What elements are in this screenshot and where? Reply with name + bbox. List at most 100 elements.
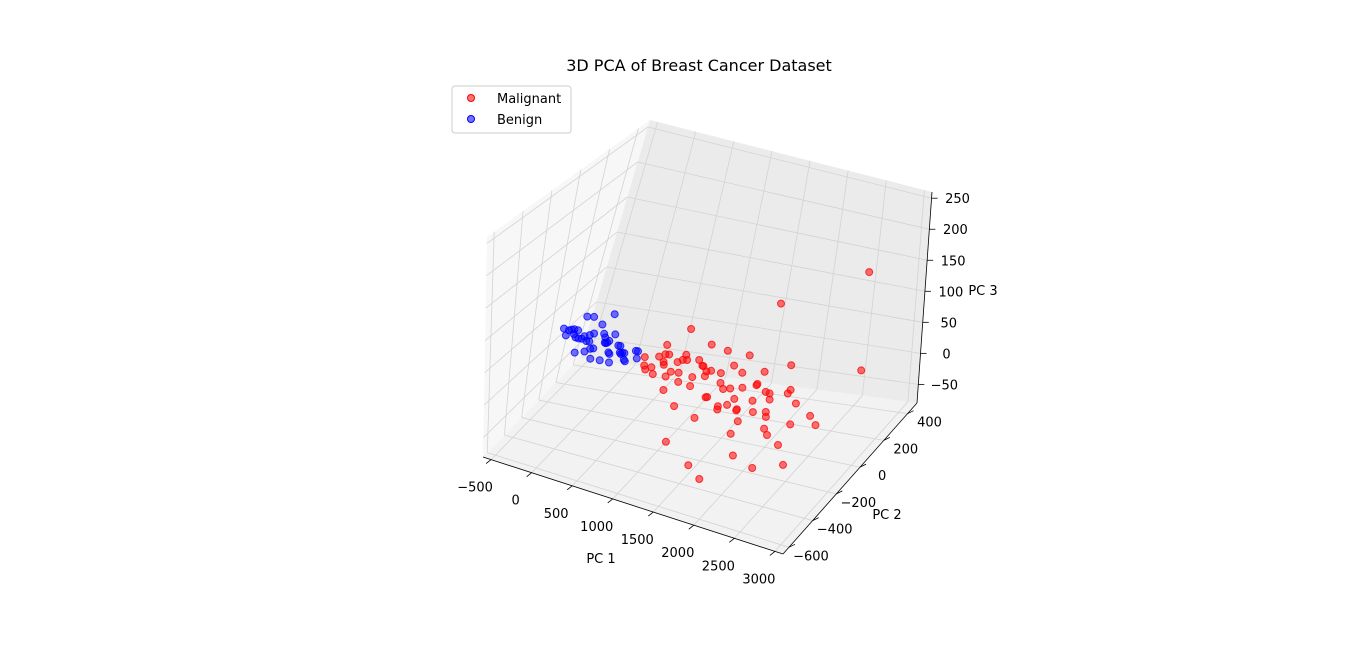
data-point-malignant xyxy=(640,361,649,370)
x-tick-mark xyxy=(729,537,735,543)
legend-box xyxy=(451,85,572,134)
x-tick-label: 500 xyxy=(544,507,569,522)
data-point-malignant xyxy=(730,394,739,403)
z-tick-label: 100 xyxy=(939,285,964,300)
legend: Malignant Benign xyxy=(451,85,572,134)
y-tick-label: −200 xyxy=(841,496,877,511)
data-point-malignant xyxy=(686,382,695,391)
data-point-malignant xyxy=(695,475,704,483)
grid-line-x xyxy=(693,389,818,526)
grid-line-x xyxy=(861,180,887,396)
data-point-malignant xyxy=(786,385,795,394)
data-point-benign xyxy=(605,349,614,358)
z-axis-label: PC 3 xyxy=(968,284,997,299)
data-point-malignant xyxy=(707,340,716,349)
data-point-benign xyxy=(620,349,629,358)
z-tick-label: 250 xyxy=(945,192,970,207)
data-point-malignant xyxy=(659,358,668,366)
data-point-malignant xyxy=(698,361,707,370)
data-point-benign xyxy=(598,320,607,329)
data-point-benign xyxy=(595,356,604,365)
y-tick-label: 200 xyxy=(893,442,918,457)
data-point-malignant xyxy=(674,368,683,377)
grid-line-x xyxy=(634,131,697,366)
data-point-malignant xyxy=(745,351,754,360)
data-point-malignant xyxy=(702,367,711,376)
grid-line-z xyxy=(637,161,930,230)
grid-line-y xyxy=(504,434,813,521)
x-tick-mark xyxy=(769,551,776,556)
grid-line-y xyxy=(487,452,790,548)
z-axis-line xyxy=(916,191,933,404)
data-point-malignant xyxy=(733,417,742,426)
grid-line-y xyxy=(572,128,639,366)
grid-line-y xyxy=(521,417,837,495)
data-point-malignant xyxy=(732,405,741,414)
axes-panes xyxy=(483,120,932,554)
grid-line-z xyxy=(647,126,932,199)
grid-line-z xyxy=(616,231,926,292)
x-tick-mark xyxy=(648,511,654,517)
grid-line-z xyxy=(484,231,618,341)
grid-line-x xyxy=(816,170,849,390)
data-point-malignant xyxy=(723,400,732,409)
data-point-malignant xyxy=(726,384,735,393)
grid-line-z xyxy=(485,196,628,309)
y-tick-label: 400 xyxy=(917,416,942,431)
y-tick-label: −400 xyxy=(817,523,853,538)
data-point-malignant xyxy=(670,402,679,411)
grid-line-x xyxy=(774,401,909,552)
y-axis-label: PC 2 xyxy=(872,508,901,523)
data-point-benign xyxy=(586,354,595,363)
data-point-malignant xyxy=(787,361,796,370)
data-point-malignant xyxy=(774,441,782,449)
data-point-malignant xyxy=(690,413,699,422)
grid-line-z xyxy=(483,301,597,406)
z-tick-label: 150 xyxy=(941,254,966,269)
data-point-malignant xyxy=(786,420,795,429)
data-point-benign xyxy=(577,334,586,343)
x-tick-label: −500 xyxy=(457,481,493,496)
data-point-malignant xyxy=(779,460,787,469)
grid-line-x xyxy=(490,358,590,460)
data-point-benign xyxy=(580,347,589,356)
data-point-malignant xyxy=(761,387,770,396)
data-point-malignant xyxy=(666,367,675,376)
data-point-benign xyxy=(585,337,594,346)
y-tick-mark xyxy=(859,463,867,468)
data-point-malignant xyxy=(647,363,656,372)
data-point-malignant xyxy=(678,355,687,364)
grid-line-x xyxy=(725,151,773,378)
grid-line-y xyxy=(538,169,582,401)
data-point-malignant xyxy=(655,352,664,361)
data-point-malignant xyxy=(865,268,874,277)
data-point-malignant xyxy=(723,346,732,355)
data-point-benign xyxy=(589,344,598,353)
data-point-malignant xyxy=(701,393,710,402)
x-tick-mark xyxy=(485,459,492,464)
x-tick-label: 1500 xyxy=(621,533,654,548)
data-point-malignant xyxy=(748,408,757,417)
data-point-benign xyxy=(560,324,568,333)
y-tick-mark xyxy=(812,517,819,521)
x-tick-mark xyxy=(688,524,695,530)
grid-line-z xyxy=(486,126,649,244)
x-axis-line xyxy=(482,456,784,555)
data-points xyxy=(560,268,874,483)
y-tick-label: 0 xyxy=(878,469,886,484)
data-point-malignant xyxy=(661,372,670,381)
data-point-malignant xyxy=(719,385,728,393)
data-point-malignant xyxy=(748,396,757,405)
y-axis-line xyxy=(782,402,918,555)
x-tick-label: 1000 xyxy=(580,520,613,535)
x-tick-mark xyxy=(566,485,573,491)
z-tick-label: 200 xyxy=(943,223,968,238)
data-point-benign xyxy=(632,354,641,363)
grid-line-x xyxy=(734,395,863,539)
grid-line-y xyxy=(486,231,495,453)
grid-line-z xyxy=(483,336,587,438)
data-point-benign xyxy=(570,348,579,357)
data-point-malignant xyxy=(661,437,670,446)
data-point-malignant xyxy=(738,383,747,392)
